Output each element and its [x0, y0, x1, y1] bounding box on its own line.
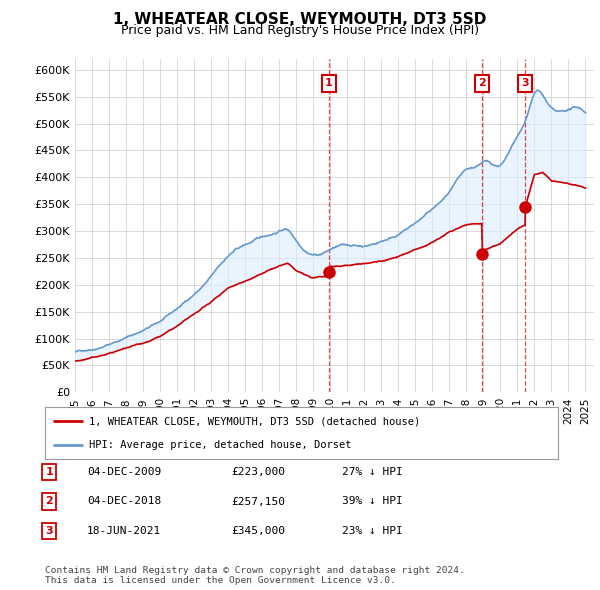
- Text: £257,150: £257,150: [231, 497, 285, 506]
- Text: 3: 3: [521, 78, 529, 88]
- Text: Contains HM Land Registry data © Crown copyright and database right 2024.
This d: Contains HM Land Registry data © Crown c…: [45, 566, 465, 585]
- Text: Price paid vs. HM Land Registry's House Price Index (HPI): Price paid vs. HM Land Registry's House …: [121, 24, 479, 37]
- Text: £345,000: £345,000: [231, 526, 285, 536]
- Text: 2: 2: [478, 78, 486, 88]
- Text: 3: 3: [46, 526, 53, 536]
- Text: 1, WHEATEAR CLOSE, WEYMOUTH, DT3 5SD (detached house): 1, WHEATEAR CLOSE, WEYMOUTH, DT3 5SD (de…: [89, 416, 420, 426]
- Text: £223,000: £223,000: [231, 467, 285, 477]
- Text: 04-DEC-2018: 04-DEC-2018: [87, 497, 161, 506]
- Text: 23% ↓ HPI: 23% ↓ HPI: [342, 526, 403, 536]
- Text: 18-JUN-2021: 18-JUN-2021: [87, 526, 161, 536]
- Text: HPI: Average price, detached house, Dorset: HPI: Average price, detached house, Dors…: [89, 440, 351, 450]
- Text: 1, WHEATEAR CLOSE, WEYMOUTH, DT3 5SD: 1, WHEATEAR CLOSE, WEYMOUTH, DT3 5SD: [113, 12, 487, 27]
- Text: 1: 1: [46, 467, 53, 477]
- Text: 1: 1: [325, 78, 333, 88]
- Text: 2: 2: [46, 497, 53, 506]
- Text: 04-DEC-2009: 04-DEC-2009: [87, 467, 161, 477]
- Text: 27% ↓ HPI: 27% ↓ HPI: [342, 467, 403, 477]
- Text: 39% ↓ HPI: 39% ↓ HPI: [342, 497, 403, 506]
